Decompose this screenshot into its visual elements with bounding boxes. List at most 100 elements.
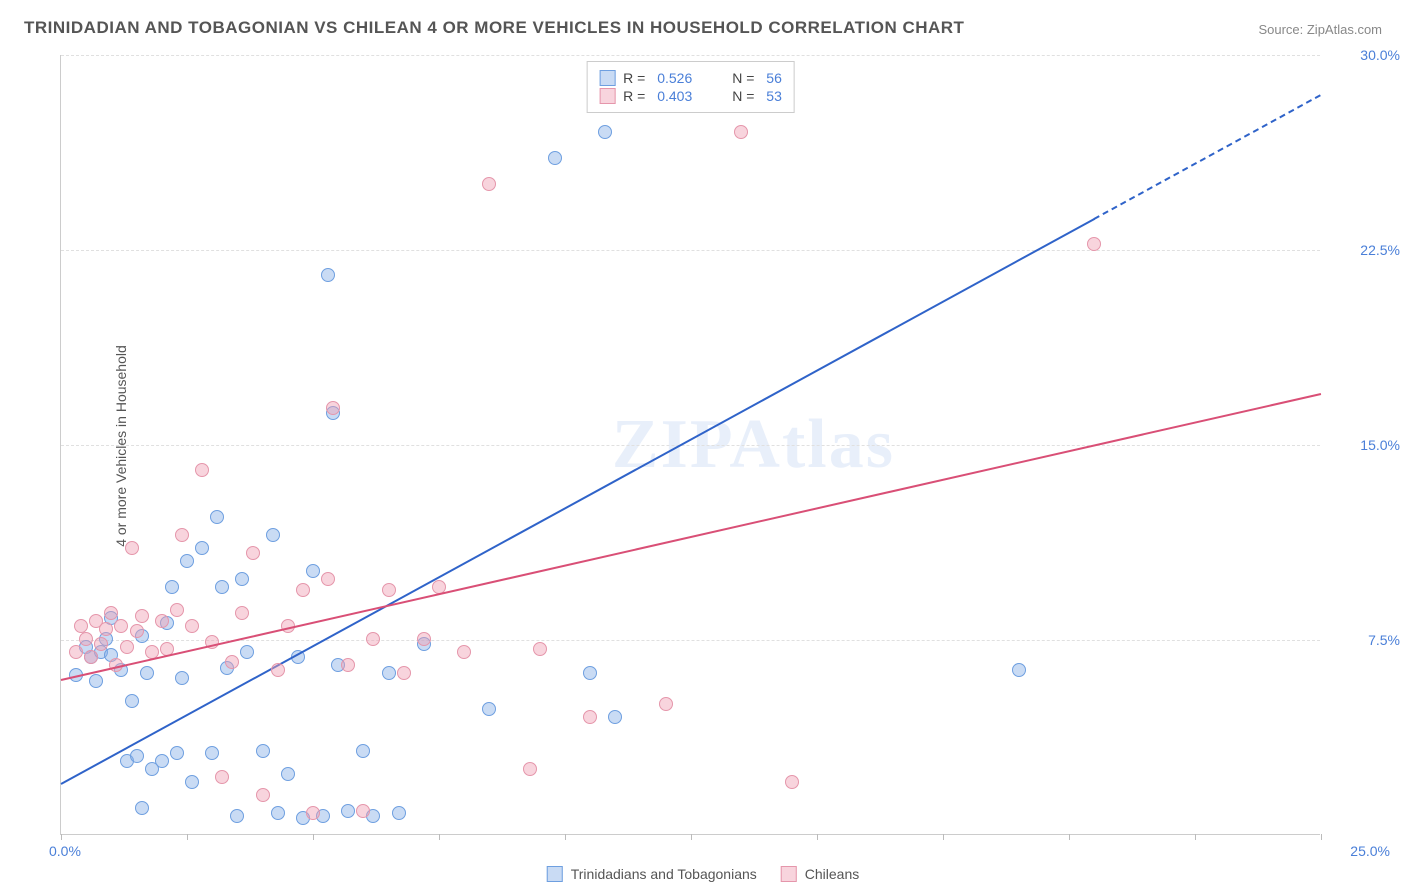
data-point — [155, 614, 169, 628]
data-point — [240, 645, 254, 659]
data-point — [306, 564, 320, 578]
data-point — [341, 804, 355, 818]
data-point — [296, 583, 310, 597]
data-point — [246, 546, 260, 560]
x-tickmark — [565, 834, 566, 840]
data-point — [417, 632, 431, 646]
data-point — [130, 624, 144, 638]
legend-row: R = 0.526 N = 56 — [599, 70, 782, 86]
data-point — [382, 666, 396, 680]
y-tick-label: 30.0% — [1330, 47, 1400, 63]
x-tickmark — [1069, 834, 1070, 840]
data-point — [1012, 663, 1026, 677]
legend-swatch — [599, 88, 615, 104]
gridline-horizontal — [61, 445, 1320, 446]
x-tickmark — [943, 834, 944, 840]
data-point — [457, 645, 471, 659]
data-point — [366, 632, 380, 646]
data-point — [210, 510, 224, 524]
plot-area: ZIPAtlas R = 0.526N = 56R = 0.403N = 53 … — [60, 55, 1320, 835]
legend-row: R = 0.403 N = 53 — [599, 88, 782, 104]
data-point — [321, 268, 335, 282]
legend-swatch — [781, 866, 797, 882]
gridline-horizontal — [61, 250, 1320, 251]
data-point — [356, 804, 370, 818]
r-value: 0.526 — [657, 70, 712, 86]
x-tickmark — [61, 834, 62, 840]
n-value: 53 — [766, 88, 782, 104]
y-tick-label: 7.5% — [1330, 632, 1400, 648]
regression-line — [61, 218, 1095, 785]
data-point — [321, 572, 335, 586]
data-point — [326, 401, 340, 415]
r-label: R = — [623, 88, 649, 104]
data-point — [114, 619, 128, 633]
data-point — [256, 744, 270, 758]
data-point — [785, 775, 799, 789]
gridline-horizontal — [61, 640, 1320, 641]
source-label: Source: ZipAtlas.com — [1258, 22, 1382, 37]
data-point — [69, 645, 83, 659]
n-label: N = — [732, 88, 758, 104]
data-point — [271, 663, 285, 677]
data-point — [79, 632, 93, 646]
data-point — [382, 583, 396, 597]
data-point — [230, 809, 244, 823]
data-point — [356, 744, 370, 758]
x-tick-end: 25.0% — [1350, 843, 1390, 859]
legend-swatch — [547, 866, 563, 882]
data-point — [155, 754, 169, 768]
x-tickmark — [439, 834, 440, 840]
data-point — [235, 606, 249, 620]
y-tick-label: 15.0% — [1330, 437, 1400, 453]
data-point — [104, 606, 118, 620]
legend-item: Chileans — [781, 866, 859, 882]
data-point — [130, 749, 144, 763]
data-point — [215, 580, 229, 594]
n-label: N = — [732, 70, 758, 86]
data-point — [256, 788, 270, 802]
correlation-legend: R = 0.526 N = 56 R = 0.403 N = 53 — [586, 61, 795, 113]
x-tickmark — [1321, 834, 1322, 840]
r-label: R = — [623, 70, 649, 86]
data-point — [195, 463, 209, 477]
data-point — [165, 580, 179, 594]
data-point — [99, 622, 113, 636]
data-point — [225, 655, 239, 669]
data-point — [271, 806, 285, 820]
data-point — [180, 554, 194, 568]
data-point — [94, 637, 108, 651]
data-point — [397, 666, 411, 680]
data-point — [205, 746, 219, 760]
data-point — [341, 658, 355, 672]
n-value: 56 — [766, 70, 782, 86]
chart-title: TRINIDADIAN AND TOBAGONIAN VS CHILEAN 4 … — [24, 18, 964, 38]
data-point — [195, 541, 209, 555]
data-point — [215, 770, 229, 784]
data-point — [734, 125, 748, 139]
x-tickmark — [187, 834, 188, 840]
data-point — [170, 746, 184, 760]
x-tickmark — [313, 834, 314, 840]
r-value: 0.403 — [657, 88, 712, 104]
data-point — [84, 650, 98, 664]
data-point — [125, 694, 139, 708]
data-point — [306, 806, 320, 820]
data-point — [74, 619, 88, 633]
legend-swatch — [599, 70, 615, 86]
data-point — [281, 767, 295, 781]
data-point — [185, 619, 199, 633]
x-tickmark — [1195, 834, 1196, 840]
data-point — [598, 125, 612, 139]
data-point — [533, 642, 547, 656]
legend-item: Trinidadians and Tobagonians — [547, 866, 757, 882]
data-point — [548, 151, 562, 165]
data-point — [583, 666, 597, 680]
data-point — [120, 640, 134, 654]
data-point — [175, 528, 189, 542]
data-point — [583, 710, 597, 724]
data-point — [392, 806, 406, 820]
series-legend: Trinidadians and Tobagonians Chileans — [547, 866, 860, 882]
regression-line — [1094, 94, 1322, 220]
data-point — [1087, 237, 1101, 251]
